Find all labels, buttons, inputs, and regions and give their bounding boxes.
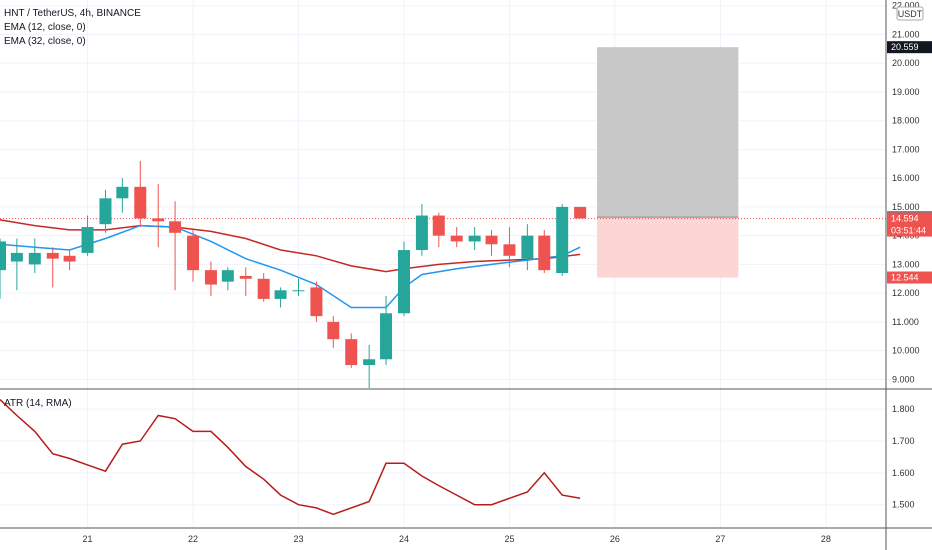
candle-up[interactable]: [380, 313, 393, 360]
atr-tick-label: 1.600: [892, 468, 915, 478]
ema32-line: [0, 219, 581, 273]
price-tick-label: 20.000: [892, 58, 920, 68]
atr-legend[interactable]: ATR (14, RMA): [4, 398, 72, 409]
last-price-tag-bg: [887, 212, 932, 237]
stop-price-tag-bg: [887, 271, 932, 284]
candle-down[interactable]: [310, 287, 323, 317]
candle-down[interactable]: [432, 215, 445, 236]
candle-up[interactable]: [81, 227, 94, 253]
candle-down[interactable]: [538, 235, 551, 271]
date-tick-label: 26: [610, 534, 620, 544]
candle-up[interactable]: [28, 252, 41, 265]
candle-up[interactable]: [274, 290, 287, 299]
atr-line: [0, 399, 581, 516]
candle-down[interactable]: [152, 218, 165, 222]
ema32-legend[interactable]: EMA (32, close, 0): [4, 36, 86, 47]
ema12-legend[interactable]: EMA (12, close, 0): [4, 22, 86, 33]
price-tick-label: 9.000: [892, 374, 915, 384]
candle-up[interactable]: [0, 241, 6, 271]
price-tick-label: 18.000: [892, 116, 920, 126]
candle-up[interactable]: [415, 215, 428, 251]
candle-up[interactable]: [10, 252, 23, 262]
last-price-tag: 14.594: [891, 214, 919, 224]
date-tick-label: 24: [399, 534, 409, 544]
date-tick-label: 25: [504, 534, 514, 544]
candle-down[interactable]: [187, 235, 200, 271]
candle-down[interactable]: [169, 221, 182, 233]
candle-up[interactable]: [521, 235, 534, 259]
candle-down[interactable]: [239, 275, 252, 279]
currency-box[interactable]: [896, 6, 924, 21]
price-tick-label: 17.000: [892, 144, 920, 154]
date-tick-label: 22: [188, 534, 198, 544]
candle-down[interactable]: [450, 235, 463, 242]
candle-down[interactable]: [46, 252, 59, 259]
candle-up[interactable]: [116, 186, 129, 199]
candle-down[interactable]: [574, 206, 587, 219]
price-tick-label: 12.000: [892, 288, 920, 298]
candle-down[interactable]: [257, 278, 270, 299]
candle-down[interactable]: [204, 270, 217, 285]
stop-price-tag: 12.544: [891, 273, 919, 283]
target-zone[interactable]: [596, 47, 739, 218]
candle-down[interactable]: [345, 339, 358, 366]
currency-label: USDT: [898, 9, 923, 19]
price-tick-label: 21.000: [892, 29, 920, 39]
target-price-tag-bg: [887, 41, 932, 54]
candle-up[interactable]: [556, 206, 569, 274]
date-tick-label: 23: [293, 534, 303, 544]
target-price-tag: 20.559: [891, 42, 919, 52]
price-tick-label: 16.000: [892, 173, 920, 183]
candle-down[interactable]: [63, 255, 76, 262]
countdown-tag: 03:51:44: [891, 226, 926, 236]
atr-tick-label: 1.800: [892, 404, 915, 414]
atr-tick-label: 1.500: [892, 500, 915, 510]
candle-up[interactable]: [468, 235, 481, 242]
candle-up[interactable]: [221, 270, 234, 282]
symbol-legend[interactable]: HNT / TetherUS, 4h, BINANCE: [4, 8, 141, 19]
price-tick-label: 13.000: [892, 259, 920, 269]
candle-up[interactable]: [363, 359, 376, 366]
stop-zone[interactable]: [596, 217, 739, 278]
price-tick-label: 22.000: [892, 1, 920, 11]
date-tick-label: 28: [821, 534, 831, 544]
atr-tick-label: 1.700: [892, 436, 915, 446]
candle-down[interactable]: [327, 321, 340, 340]
candle-up[interactable]: [99, 198, 112, 225]
candle-down[interactable]: [134, 186, 147, 219]
date-tick-label: 27: [715, 534, 725, 544]
price-tick-label: 10.000: [892, 346, 920, 356]
candle-up[interactable]: [397, 250, 410, 314]
price-tick-label: 11.000: [892, 317, 919, 327]
candle-up[interactable]: [292, 290, 305, 292]
price-tick-label: 15.000: [892, 202, 920, 212]
candle-down[interactable]: [485, 235, 498, 245]
candle-down[interactable]: [503, 244, 516, 256]
price-tick-label: 19.000: [892, 87, 920, 97]
date-tick-label: 21: [83, 534, 93, 544]
